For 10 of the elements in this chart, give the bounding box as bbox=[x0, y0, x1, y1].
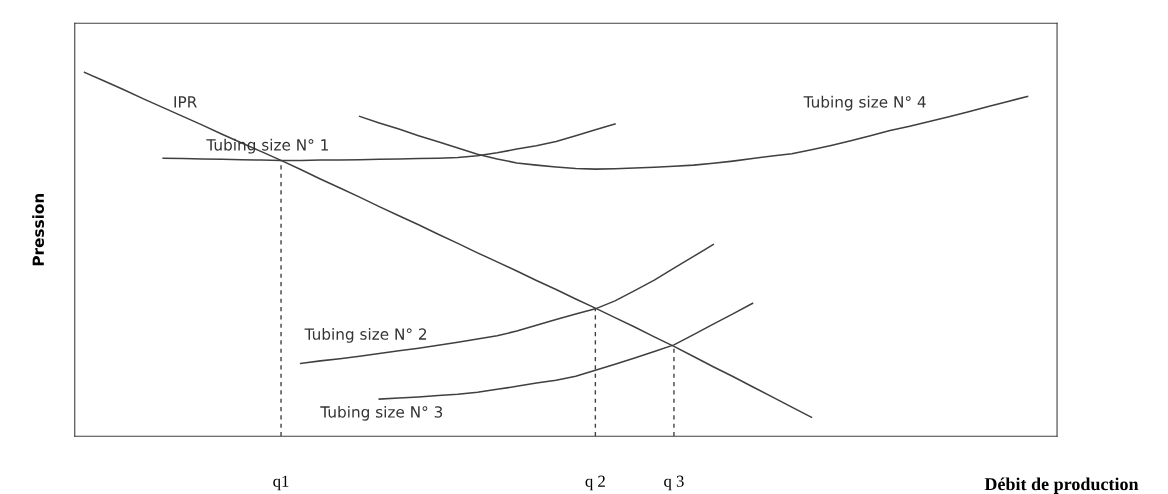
x-tick-label: q 3 bbox=[664, 475, 684, 491]
series-label: IPR bbox=[174, 96, 197, 108]
series-label: Tubing size N° 2 bbox=[304, 328, 427, 343]
x-tick-label: q1 bbox=[273, 475, 289, 491]
x-tick-label: q 2 bbox=[585, 475, 605, 491]
series-label: Tubing size N° 4 bbox=[803, 95, 926, 111]
x-axis-title: Débit de production bbox=[984, 477, 1139, 494]
y-axis-title: Pression bbox=[32, 193, 45, 266]
series-label: Tubing size N° 1 bbox=[206, 138, 328, 154]
series-label: Tubing size N° 3 bbox=[320, 405, 443, 421]
